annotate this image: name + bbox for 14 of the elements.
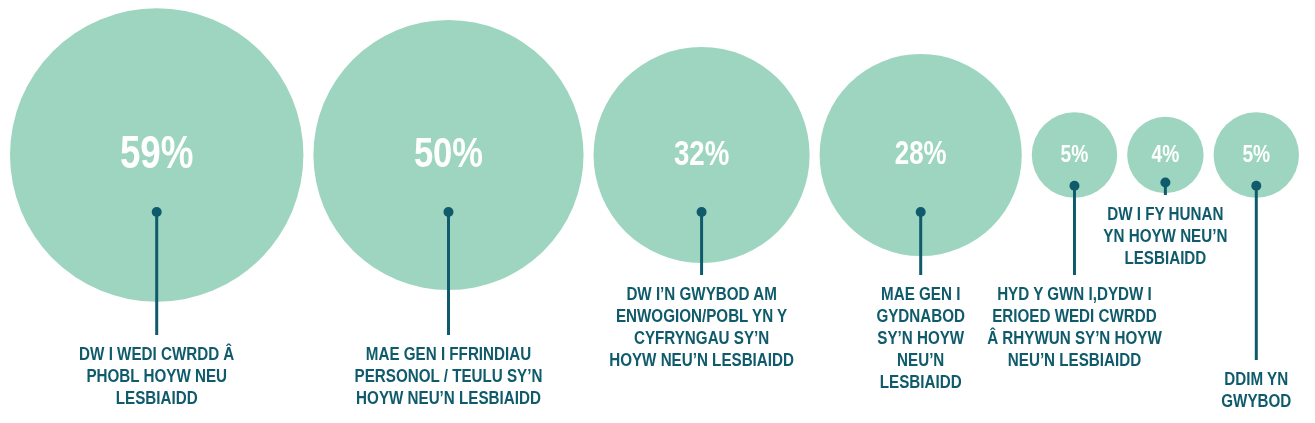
data-label: 28% bbox=[894, 134, 947, 171]
data-label: 32% bbox=[673, 133, 730, 173]
category-label: HYD Y GWN I,DYDW I ERIOED WEDI CWRDD Â RHYWUN SY’N HOYW NEU’N LESBIAIDD bbox=[987, 282, 1163, 371]
data-label: 5% bbox=[1060, 139, 1089, 168]
data-label: 5% bbox=[1242, 139, 1271, 168]
category-label: MAE GEN I FFRINDIAU PERSONOL / TEULU SY’N HOYW NEU’N LESBIAIDD bbox=[354, 342, 543, 409]
category-label: DW I’N GWYBOD AM ENWOGION/POBL YN Y CYFRYNGAU SY’N HOYW NEU’N LESBIAIDD bbox=[609, 282, 794, 371]
category-label: DW I FY HUNAN YN HOYW NEU’N LESBIAIDD bbox=[1103, 202, 1228, 269]
category-label: MAE GEN I GYDNABOD SY’N HOYW NEU’N LESBIAIDD bbox=[876, 282, 965, 393]
category-label: DDIM YN GWYBOD bbox=[1221, 367, 1292, 412]
data-label: 59% bbox=[119, 125, 194, 178]
data-label: 50% bbox=[413, 128, 484, 176]
category-label: DW I WEDI CWRDD Â PHOBL HOYW NEU LESBIAIDD bbox=[79, 342, 235, 409]
data-label: 4% bbox=[1151, 139, 1180, 168]
